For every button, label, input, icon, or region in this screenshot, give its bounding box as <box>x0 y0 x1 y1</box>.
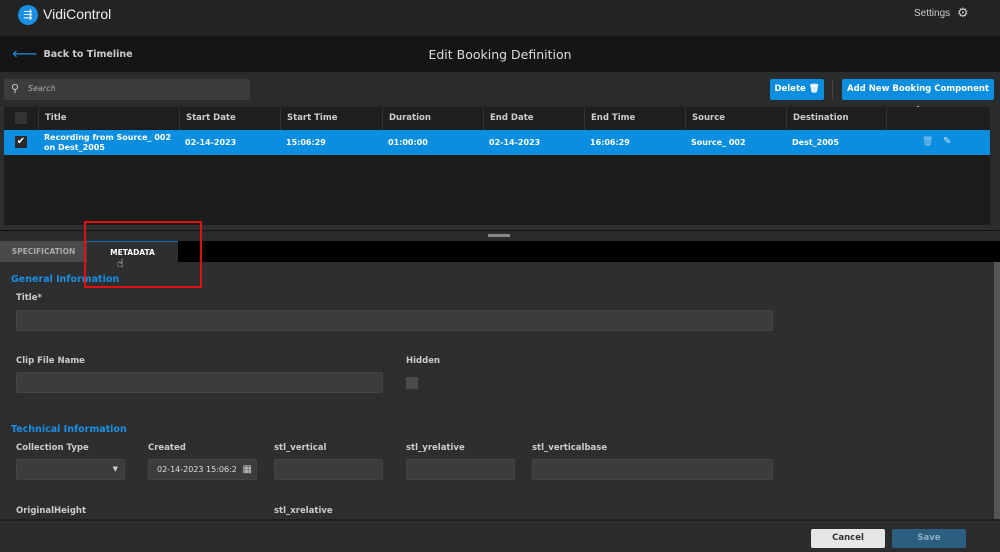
row-delete-icon[interactable]: 🗑 <box>922 137 934 147</box>
annotation-highlight-box <box>84 221 202 288</box>
column-header-source[interactable]: Source <box>685 107 786 130</box>
hidden-label: Hidden <box>406 356 441 366</box>
column-header-start-date[interactable]: Start Date <box>179 107 280 130</box>
add-label: Add New Booking Component <box>846 84 989 94</box>
technical-information-heading: Technical Information <box>11 424 127 435</box>
column-header-duration[interactable]: Duration <box>382 107 483 130</box>
row-edit-pencil-icon[interactable]: ✎ <box>943 136 952 147</box>
created-datetime-input[interactable]: 02-14-2023 15:06:2 ▦ <box>148 459 257 480</box>
hidden-checkbox[interactable] <box>406 377 418 389</box>
hand-cursor-icon: ☝ <box>117 257 124 270</box>
delete-button[interactable]: Delete 🗑 <box>770 79 824 100</box>
search-placeholder: Search <box>28 84 56 93</box>
cell-title: Recording from Source_ 002 on Dest_2005 <box>44 132 172 152</box>
dropdown-caret-icon: ▼ <box>112 465 118 473</box>
vidicontrol-logo-icon: ⇶ <box>18 5 38 25</box>
table-scrollbar[interactable] <box>990 107 1000 225</box>
back-label: Back to Timeline <box>43 49 133 60</box>
stl-vertical-label: stl_vertical <box>274 443 327 453</box>
original-height-label: OriginalHeight <box>16 506 87 516</box>
cell-end-date: 02-14-2023 <box>489 137 541 147</box>
save-button[interactable]: Save <box>892 529 966 548</box>
clip-file-name-label: Clip File Name <box>16 356 85 366</box>
stl-xrelative-label: stl_xrelative <box>274 506 333 516</box>
tab-metadata[interactable]: METADATA <box>87 241 178 262</box>
add-booking-component-button[interactable]: Add New Booking Component + <box>842 79 994 117</box>
title-label: Title* <box>16 293 42 303</box>
cell-duration: 01:00:00 <box>388 137 428 147</box>
stl-yrelative-input[interactable] <box>406 459 515 480</box>
row-checkbox[interactable]: ✔ <box>15 136 27 148</box>
stl-vertical-input[interactable] <box>274 459 383 480</box>
stl-verticalbase-input[interactable] <box>532 459 773 480</box>
stl-verticalbase-label: stl_verticalbase <box>532 443 608 453</box>
cancel-button[interactable]: Cancel <box>811 529 885 548</box>
search-input[interactable]: ⚲ Search <box>4 79 250 100</box>
search-icon: ⚲ <box>11 82 20 95</box>
collection-type-select[interactable]: ▼ <box>16 459 125 480</box>
column-header-end-time[interactable]: End Time <box>584 107 685 130</box>
title-input[interactable] <box>16 310 773 331</box>
cell-source: Source_ 002 <box>691 137 746 147</box>
settings-link[interactable]: Settings <box>914 8 951 19</box>
cell-start-date: 02-14-2023 <box>185 137 237 147</box>
trash-icon: 🗑 <box>808 84 820 94</box>
created-label: Created <box>148 443 186 453</box>
gear-icon[interactable]: ⚙ <box>957 6 969 21</box>
calendar-icon[interactable]: ▦ <box>242 464 252 475</box>
column-header-actions <box>886 107 990 130</box>
cell-end-time: 16:06:29 <box>590 137 630 147</box>
top-bar <box>0 0 1000 36</box>
general-information-heading: General Information <box>11 274 120 285</box>
column-header-end-date[interactable]: End Date <box>483 107 584 130</box>
app-name: VidiControl <box>43 6 112 22</box>
clip-file-name-input[interactable] <box>16 372 383 393</box>
created-value: 02-14-2023 15:06:2 <box>157 465 237 474</box>
table-row[interactable] <box>4 130 990 155</box>
cell-destination: Dest_2005 <box>792 137 839 147</box>
column-header-start-time[interactable]: Start Time <box>280 107 382 130</box>
toolbar-divider <box>832 79 833 100</box>
tab-specification[interactable]: SPECIFICATION <box>0 241 87 262</box>
form-scrollbar[interactable] <box>994 262 1000 520</box>
arrow-left-icon: 🡐 <box>12 49 38 60</box>
column-header-title[interactable]: Title <box>38 107 179 130</box>
cell-start-time: 15:06:29 <box>286 137 326 147</box>
collection-type-label: Collection Type <box>16 443 89 453</box>
select-all-checkbox[interactable] <box>15 112 27 124</box>
column-header-destination[interactable]: Destination <box>786 107 886 130</box>
tabs-bar <box>0 241 1000 262</box>
stl-yrelative-label: stl_yrelative <box>406 443 465 453</box>
page-title: Edit Booking Definition <box>428 47 572 62</box>
delete-label: Delete <box>774 84 806 94</box>
splitter-grip-icon[interactable] <box>488 234 510 237</box>
back-to-timeline-link[interactable]: 🡐 Back to Timeline <box>12 49 133 60</box>
nav-bar <box>0 36 1000 72</box>
